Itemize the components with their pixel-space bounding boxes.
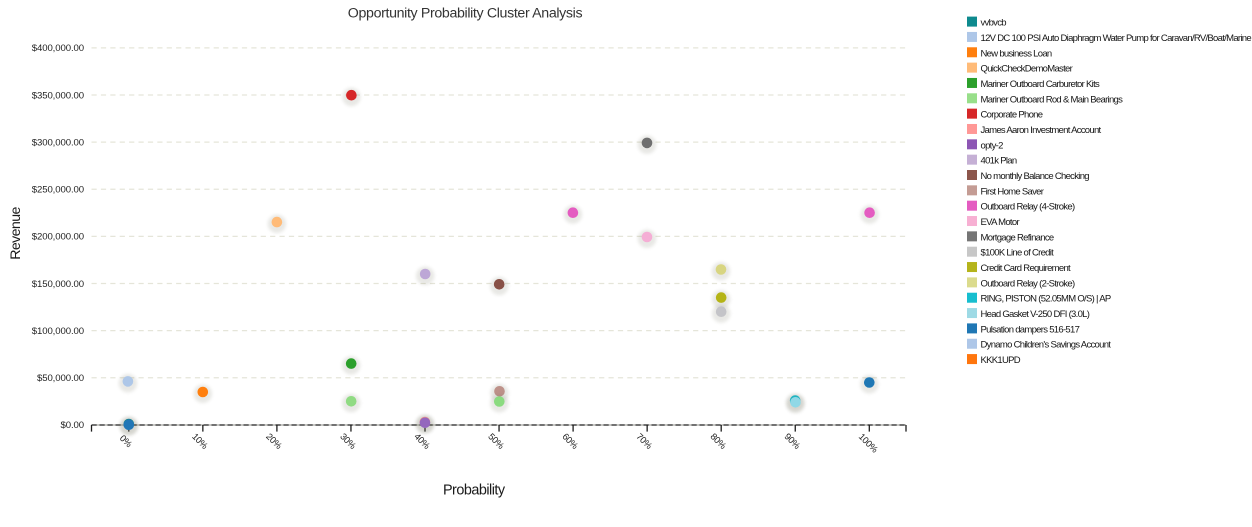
svg-text:Credit Card Requirement: Credit Card Requirement [981, 263, 1072, 274]
svg-text:QuickCheckDemoMaster: QuickCheckDemoMaster [981, 64, 1073, 75]
svg-text:$100K Line of Credit: $100K Line of Credit [981, 248, 1055, 259]
svg-text:Mortgage Refinance: Mortgage Refinance [981, 232, 1054, 243]
svg-text:Outboard Relay (4-Stroke): Outboard Relay (4-Stroke) [981, 202, 1075, 213]
svg-text:Revenue: Revenue [8, 206, 24, 259]
svg-text:Pulsation dampers 516-517: Pulsation dampers 516-517 [981, 324, 1080, 335]
svg-text:New business Loan: New business Loan [981, 48, 1052, 59]
svg-text:KKK1UPD: KKK1UPD [981, 355, 1021, 366]
svg-text:Mariner Outboard Rod & Main Be: Mariner Outboard Rod & Main Bearings [981, 94, 1124, 105]
svg-text:$200,000.00: $200,000.00 [32, 232, 84, 243]
svg-text:Head Gasket V-250 DFI (3.0L): Head Gasket V-250 DFI (3.0L) [981, 309, 1090, 320]
svg-text:Dynamo Children's Savings Acco: Dynamo Children's Savings Account [981, 340, 1112, 351]
svg-text:vvbvcb: vvbvcb [981, 18, 1007, 29]
svg-text:Mariner Outboard Carburetor Ki: Mariner Outboard Carburetor Kits [981, 79, 1101, 90]
svg-text:$350,000.00: $350,000.00 [32, 90, 84, 101]
svg-text:Corporate Phone: Corporate Phone [981, 110, 1043, 121]
svg-text:Probability: Probability [443, 483, 506, 499]
svg-text:$300,000.00: $300,000.00 [32, 137, 84, 148]
svg-text:First Home Saver: First Home Saver [981, 186, 1044, 197]
svg-text:401k Plan: 401k Plan [981, 156, 1017, 167]
svg-text:$50,000.00: $50,000.00 [37, 373, 84, 384]
svg-text:$400,000.00: $400,000.00 [32, 43, 84, 54]
svg-text:$100,000.00: $100,000.00 [32, 326, 84, 337]
svg-text:RING, PISTON (52.05MM O/S) | A: RING, PISTON (52.05MM O/S) | AP [981, 294, 1111, 305]
svg-text:No monthly Balance Checking: No monthly Balance Checking [981, 171, 1090, 182]
svg-text:$0.00: $0.00 [60, 420, 84, 431]
svg-text:$250,000.00: $250,000.00 [32, 185, 84, 196]
svg-text:opty-2: opty-2 [981, 140, 1004, 151]
svg-text:$150,000.00: $150,000.00 [32, 279, 84, 290]
svg-text:EVA Motor: EVA Motor [981, 217, 1020, 228]
svg-text:Outboard Relay (2-Stroke): Outboard Relay (2-Stroke) [981, 278, 1075, 289]
svg-text:12V DC 100 PSI Auto Diaphragm: 12V DC 100 PSI Auto Diaphragm Water Pump… [981, 33, 1252, 44]
svg-text:Opportunity Probability Cluste: Opportunity Probability Cluster Analysis [348, 6, 583, 22]
svg-text:James Aaron Investment Account: James Aaron Investment Account [981, 125, 1102, 136]
